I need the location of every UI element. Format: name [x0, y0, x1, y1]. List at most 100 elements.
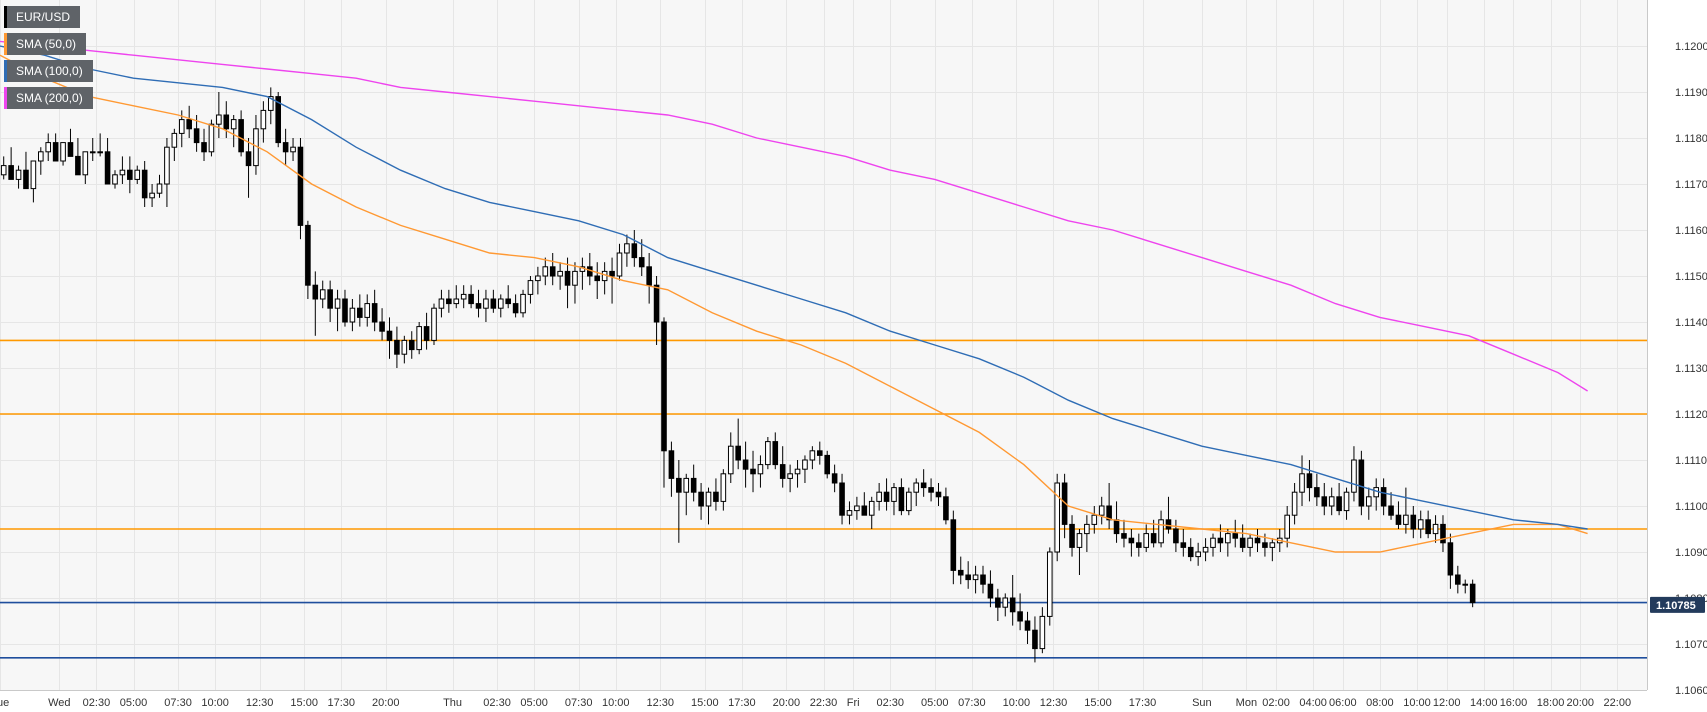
candle [97, 133, 103, 157]
candle-body [661, 321, 667, 452]
candle [512, 294, 519, 318]
candle [446, 289, 452, 313]
candle-body [920, 482, 927, 489]
candle [527, 276, 534, 304]
candle-body [260, 109, 267, 130]
candle-body [720, 473, 727, 502]
candle-body [735, 445, 741, 461]
candle [624, 234, 630, 267]
candle [349, 299, 356, 332]
candle-body [1314, 487, 1320, 498]
candle [772, 432, 779, 470]
y-tick-labels: 1.10601.10701.10801.10901.11001.11101.11… [1675, 41, 1707, 697]
candle [216, 92, 222, 138]
candle [1009, 575, 1016, 626]
candle [1128, 529, 1135, 557]
candle-body [305, 224, 311, 286]
candle [520, 289, 526, 318]
candle [112, 170, 118, 189]
legend-item-sma-200[interactable]: SMA (200,0) [4, 87, 93, 109]
candle-body [1254, 537, 1261, 544]
candle [1232, 519, 1239, 548]
x-tick-label: 12:00 [1433, 697, 1461, 709]
candle [950, 510, 957, 585]
candle-body [1187, 546, 1194, 558]
candle [831, 464, 838, 493]
legend-label-eurusd: EUR/USD [7, 6, 81, 28]
candle [505, 285, 511, 309]
candle-body [512, 303, 519, 314]
candle-body [1002, 597, 1009, 608]
y-tick-label: 1.1170 [1675, 179, 1707, 191]
candle-body [446, 298, 452, 305]
x-tick-label: 06:00 [1329, 697, 1357, 709]
candle [141, 161, 148, 207]
candle-body [1328, 496, 1335, 507]
candle [535, 266, 541, 295]
candle [646, 253, 652, 304]
candle-body [520, 293, 526, 314]
candle-body [1136, 542, 1142, 548]
candle-body [1202, 546, 1209, 553]
candle [787, 464, 793, 493]
candle-body [193, 128, 200, 144]
candle-body [89, 151, 96, 154]
candle-body [1150, 533, 1157, 544]
candle [364, 294, 371, 327]
candle [1469, 579, 1476, 608]
legend: EUR/USD SMA (50,0) SMA (100,0) SMA (200,… [4, 6, 93, 114]
candle [1306, 460, 1313, 502]
candle-body [8, 165, 14, 180]
candle-body [178, 119, 185, 134]
candle [1039, 607, 1046, 654]
x-tick-label: 16:00 [1500, 697, 1528, 709]
legend-swatch-sma-50 [4, 33, 7, 55]
candle-body [1455, 574, 1461, 585]
candle-body [824, 454, 831, 475]
legend-item-sma-100[interactable]: SMA (100,0) [4, 60, 93, 82]
candle-body [483, 298, 489, 309]
candle-body [1291, 491, 1298, 516]
candle-body [676, 477, 682, 493]
candle-body [653, 284, 660, 323]
candle [23, 151, 29, 190]
candle-body [342, 298, 348, 323]
x-tick-label: 17:30 [728, 697, 756, 709]
candle-body [371, 303, 378, 323]
candle [15, 165, 22, 189]
candle-body [846, 510, 853, 516]
last-price-tag-bg [1650, 596, 1705, 613]
y-tick-label: 1.1120 [1675, 409, 1707, 421]
candle [408, 331, 415, 359]
x-tick-label: 07:30 [958, 697, 986, 709]
candle-body [97, 151, 103, 154]
candle-body [408, 339, 415, 351]
candle-body [1121, 533, 1127, 539]
candle-body [460, 293, 467, 300]
x-tick-label: 15:00 [691, 697, 719, 709]
legend-item-sma-50[interactable]: SMA (50,0) [4, 33, 93, 55]
candle-body [1032, 629, 1038, 650]
candle [1462, 579, 1469, 594]
candle [765, 437, 771, 470]
candle [824, 450, 831, 479]
candle-body [1336, 496, 1342, 512]
candle-body [772, 441, 779, 466]
candle [609, 257, 615, 304]
candle [549, 253, 556, 286]
candle [631, 230, 638, 267]
candle [846, 501, 853, 525]
candle-body [416, 326, 422, 351]
candle [1358, 450, 1365, 516]
candle-body [868, 500, 875, 516]
candle [134, 165, 141, 184]
candle-body [275, 96, 282, 144]
candle [542, 257, 549, 286]
candle [809, 446, 816, 470]
candle [230, 115, 237, 148]
candle-body [876, 491, 882, 502]
x-tick-label: 05:00 [120, 697, 148, 709]
legend-item-eurusd[interactable]: EUR/USD [4, 6, 93, 28]
candle [683, 473, 690, 516]
x-tick-label: 22:30 [810, 697, 838, 709]
